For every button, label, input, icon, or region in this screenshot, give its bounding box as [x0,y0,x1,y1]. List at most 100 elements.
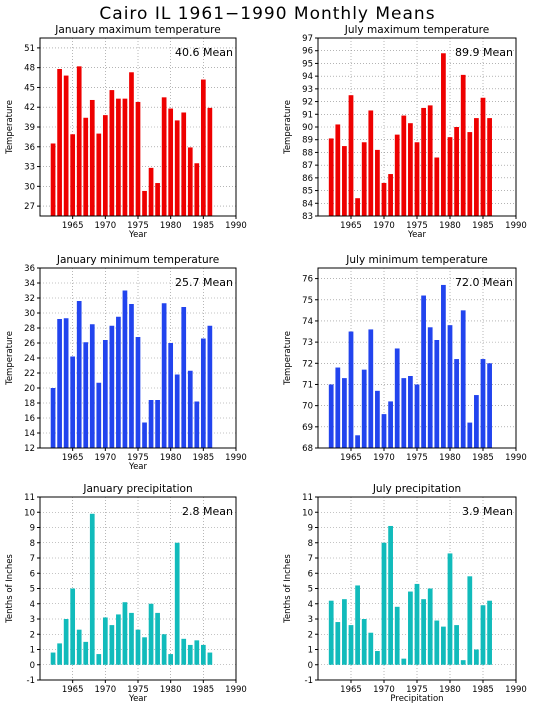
x-tick-label: 1965 [340,685,362,695]
bar [375,390,380,448]
bar [161,634,167,665]
y-tick-label: 11 [302,493,313,503]
bar [109,625,115,665]
x-tick-label: 1970 [95,221,117,231]
x-tick-label: 1965 [340,453,362,463]
bar [421,107,426,216]
x-tick-label: 1970 [373,685,395,695]
y-tick-label: 75 [302,296,313,306]
bar [375,149,380,216]
x-tick-label: 1975 [127,453,149,463]
y-tick-label: 51 [24,44,35,54]
bar [388,525,393,665]
bar [135,337,141,448]
x-axis-label: Year [128,230,148,240]
x-tick-label: 1970 [373,453,395,463]
y-tick-label: -1 [27,676,35,686]
x-tick-label: 1985 [193,453,215,463]
x-axis-label: Year [407,230,427,240]
mean-annotation: 72.0 Mean [455,276,513,289]
bar [348,331,354,448]
bar [434,620,440,665]
x-tick-label: 1970 [95,453,117,463]
bar [116,614,121,665]
y-tick-label: 2 [30,630,35,640]
y-tick-label: 33 [24,163,35,173]
bar [441,53,446,216]
bar [335,124,341,216]
bar [116,98,121,216]
bar [487,600,492,665]
bar [467,132,473,216]
y-tick-label: 10 [302,508,313,518]
y-tick-label: 89 [302,136,313,146]
bar [63,75,69,216]
bar [174,374,180,448]
bar [181,307,187,448]
bar [122,98,128,216]
bar [394,606,400,665]
y-tick-label: 6 [308,569,313,579]
bar [148,400,154,448]
x-tick-label: 1975 [406,453,428,463]
chart-title: January maximum temperature [54,24,220,36]
bar [355,198,360,216]
x-tick-label: 1990 [225,685,247,695]
mean-annotation: 89.9 Mean [455,46,513,59]
x-tick-label: 1980 [439,685,461,695]
x-axis-label: Year [128,694,148,704]
bar [335,367,341,448]
bar [161,97,167,216]
bar [355,435,360,448]
bar [200,79,206,217]
bar [427,327,433,448]
bar [394,348,400,448]
bar [381,182,387,216]
bar [57,68,62,216]
bar [368,110,374,216]
y-tick-label: 7 [30,554,35,564]
x-tick-label: 1985 [193,221,215,231]
bar [96,382,102,448]
bar [207,652,213,665]
x-tick-label: 1980 [160,221,182,231]
x-tick-label: 1980 [439,453,461,463]
x-axis-label: Year [128,462,148,472]
y-tick-label: 5 [30,585,35,595]
bar [181,638,187,665]
y-axis-label: Temperature [5,100,15,155]
bar [467,576,473,665]
x-tick-label: 1965 [340,221,362,231]
x-tick-label: 1990 [225,453,247,463]
x-tick-label: 1965 [62,453,84,463]
bar [116,316,121,448]
bar [388,401,393,448]
y-tick-label: 91 [302,110,313,120]
bar [355,585,360,665]
y-tick-label: 36 [24,143,35,153]
x-tick-label: 1970 [373,221,395,231]
x-tick-label: 1975 [406,685,428,695]
bar [89,513,95,665]
bar [394,134,400,216]
x-tick-label: 1990 [505,221,527,231]
bar [408,591,413,665]
bar [148,603,154,665]
y-tick-label: 92 [302,98,313,108]
x-tick-label: 1985 [472,453,494,463]
y-tick-label: 72 [302,359,313,369]
bar [109,90,115,216]
y-tick-label: 95 [302,59,313,69]
y-tick-label: 30 [24,309,35,319]
y-tick-label: 36 [24,264,35,274]
bar [342,146,347,216]
main-title: Cairo IL 1961−1990 Monthly Means [99,4,436,24]
x-tick-label: 1975 [406,221,428,231]
bar [480,605,486,665]
bar [447,325,453,448]
mean-annotation: 25.7 Mean [175,276,233,289]
bar [142,190,147,216]
bar [421,295,426,448]
y-tick-label: 18 [24,399,35,409]
y-tick-label: 5 [308,585,313,595]
